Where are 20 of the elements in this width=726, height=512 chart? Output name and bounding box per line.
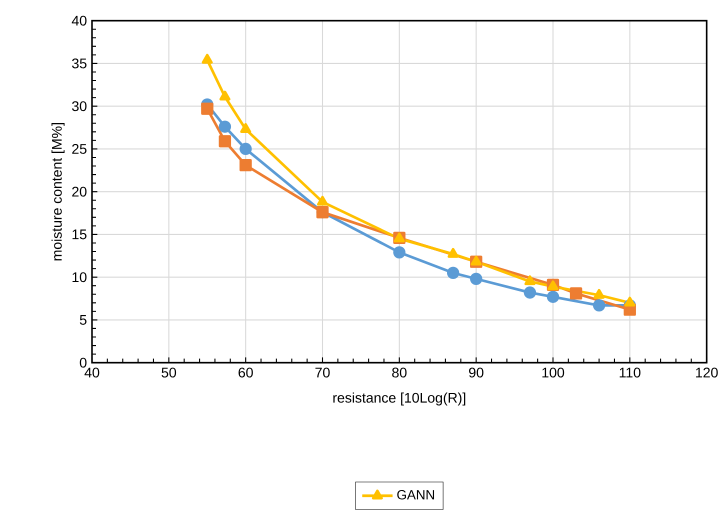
y-tick-label: 35 bbox=[72, 58, 86, 68]
x-tick-label: 70 bbox=[315, 368, 330, 378]
x-tick-label: 90 bbox=[469, 368, 484, 378]
x-tick-label: 110 bbox=[620, 368, 640, 378]
y-tick-label: 25 bbox=[72, 144, 86, 154]
x-tick-label: 80 bbox=[392, 368, 407, 378]
y-tick-label: 15 bbox=[72, 230, 86, 240]
x-tick-label: 50 bbox=[162, 368, 176, 378]
legend-label: GANN bbox=[397, 490, 434, 500]
y-tick-label: 20 bbox=[72, 186, 87, 197]
y-tick-label: 40 bbox=[72, 16, 87, 26]
y-tick-label: 10 bbox=[72, 272, 87, 282]
x-tick-label: 120 bbox=[696, 368, 718, 378]
y-axis-title: moisture content [M%] bbox=[52, 123, 65, 260]
y-tick-label: 0 bbox=[80, 358, 87, 368]
y-tick-label: 5 bbox=[80, 315, 86, 325]
x-tick-label: 60 bbox=[238, 368, 253, 378]
x-axis-title: resistance [10Log(R)] bbox=[333, 392, 466, 406]
x-tick-label: 100 bbox=[542, 368, 564, 378]
y-tick-label: 30 bbox=[72, 101, 87, 112]
